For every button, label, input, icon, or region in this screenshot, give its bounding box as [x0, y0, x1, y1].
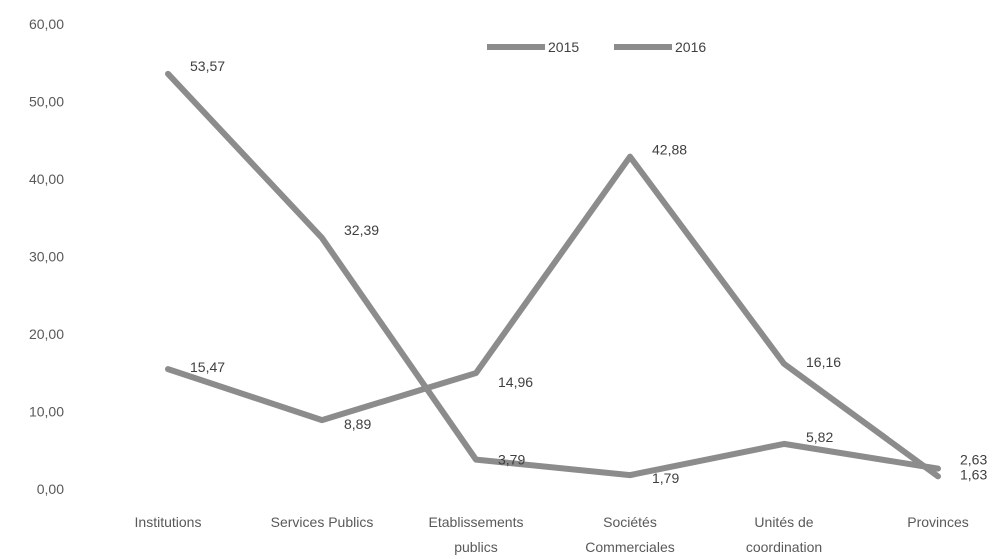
- data-label: 14,96: [498, 374, 533, 390]
- x-category-label: Services Publics: [271, 514, 374, 530]
- data-label: 8,89: [344, 416, 371, 432]
- legend-label: 2016: [675, 39, 706, 55]
- y-tick-label: 20,00: [29, 326, 64, 342]
- data-label: 15,47: [190, 359, 225, 375]
- series-line-2015: [165, 70, 941, 479]
- y-tick-label: 30,00: [29, 249, 64, 265]
- data-label: 2,63: [960, 452, 987, 468]
- x-category-label: Provinces: [907, 514, 968, 530]
- y-tick-label: 10,00: [29, 404, 64, 420]
- y-tick-label: 0,00: [37, 481, 64, 497]
- y-tick-label: 60,00: [29, 16, 64, 32]
- plot-area: [165, 70, 941, 480]
- legend: 2015 2016: [487, 39, 706, 55]
- data-label: 42,88: [652, 142, 687, 158]
- y-tick-label: 50,00: [29, 94, 64, 110]
- x-category-label: publics: [454, 539, 498, 555]
- x-category-label: Etablissements: [429, 514, 524, 530]
- data-label: 32,39: [344, 222, 379, 238]
- x-category-label: coordination: [746, 539, 822, 555]
- y-tick-label: 40,00: [29, 171, 64, 187]
- series-line-2016: [165, 153, 941, 480]
- legend-label: 2015: [548, 39, 579, 55]
- x-category-label: Institutions: [135, 514, 202, 530]
- data-label: 1,79: [652, 470, 679, 486]
- data-label: 3,79: [498, 452, 525, 468]
- data-label: 16,16: [806, 354, 841, 370]
- x-category-label: Sociétés: [603, 514, 657, 530]
- x-category-label: Commerciales: [585, 539, 674, 555]
- data-label: 1,63: [960, 466, 987, 482]
- x-axis: Institutions Services Publics Etablissemen…: [135, 514, 969, 555]
- y-axis: 0,00 10,00 20,00 30,00 40,00 50,00 60,00: [29, 16, 64, 497]
- data-label: 53,57: [190, 58, 225, 74]
- data-labels: 53,57 32,39 3,79 1,79 5,82 2,63 15,47 8,89 14,96…: [190, 58, 987, 486]
- data-label: 5,82: [806, 429, 833, 445]
- x-category-label: Unités de: [754, 514, 813, 530]
